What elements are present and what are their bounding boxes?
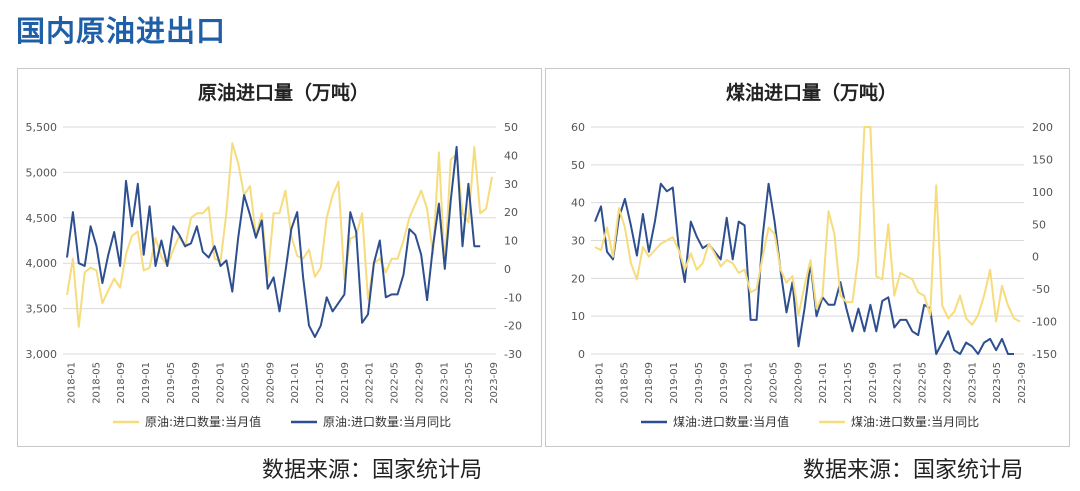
legend-label-2: 煤油:进口数量:当月同比 <box>851 414 979 429</box>
left-axis-tick-label: 5,500 <box>26 121 58 134</box>
right-axis-tick-label: -10 <box>504 291 522 304</box>
data-source-right: 数据来源：国家统计局 <box>803 458 1024 483</box>
x-axis-tick-label: 2021-05 <box>315 362 326 404</box>
legend-label-1: 煤油:进口数量:当月值 <box>673 414 789 429</box>
x-axis-tick-label: 2018-09 <box>644 362 655 404</box>
series-line-1 <box>594 182 1014 355</box>
series-line-1 <box>66 142 493 328</box>
series-line-2 <box>594 126 1021 326</box>
right-axis-tick-label: 0 <box>504 263 511 276</box>
x-axis-tick-label: 2022-01 <box>365 362 376 404</box>
x-axis-tick-label: 2023-09 <box>1017 362 1028 404</box>
x-axis-tick-label: 2022-05 <box>390 362 401 404</box>
chart-title: 煤油进口量（万吨） <box>726 81 897 104</box>
left-axis-tick-label: 20 <box>571 272 585 285</box>
x-axis-tick-label: 2023-01 <box>439 362 450 404</box>
right-axis-tick-label: 20 <box>504 206 518 219</box>
x-axis-tick-label: 2019-01 <box>669 362 680 404</box>
x-axis-tick-label: 2018-09 <box>116 362 127 404</box>
crude-oil-chart: 原油进口量（万吨） 3,000 3,500 4,000 4,500 5,000 5,500 -… <box>26 81 522 429</box>
left-axis-tick-label: 5,000 <box>26 166 58 179</box>
x-axis-tick-label: 2018-01 <box>595 362 606 404</box>
x-axis-tick-label: 2022-05 <box>918 362 929 404</box>
right-axis-tick-label: 200 <box>1032 121 1053 134</box>
x-axis-tick-label: 2020-01 <box>216 362 227 404</box>
left-axis-tick-label: 10 <box>571 310 585 323</box>
left-axis-tick-label: 40 <box>571 197 585 210</box>
left-axis-tick-label: 60 <box>571 121 585 134</box>
left-axis-tick-label: 30 <box>571 235 585 248</box>
right-axis-tick-label: 0 <box>1032 251 1039 264</box>
x-axis-tick-label: 2021-09 <box>340 362 351 404</box>
x-axis-tick-label: 2020-09 <box>265 362 276 404</box>
left-axis-tick-label: 50 <box>571 159 585 172</box>
page-title: 国内原油进出口 <box>16 14 227 48</box>
x-axis-tick-label: 2021-01 <box>290 362 301 404</box>
x-axis-tick-label: 2019-05 <box>166 362 177 404</box>
x-axis-tick-label: 2018-05 <box>91 362 102 404</box>
x-axis-tick-label: 2023-09 <box>489 362 500 404</box>
x-axis-tick-label: 2023-05 <box>464 362 475 404</box>
kerosene-chart-panel: 煤油进口量（万吨） 0 10 20 30 40 50 60 -150 -100 -50 0 50 100 1… <box>545 68 1070 447</box>
x-axis-tick-label: 2022-09 <box>942 362 953 404</box>
x-axis-tick-label: 2021-09 <box>868 362 879 404</box>
x-axis-tick-label: 2020-01 <box>744 362 755 404</box>
left-axis-tick-label: 4,500 <box>26 212 58 225</box>
right-axis-tick-label: -20 <box>504 320 522 333</box>
x-axis-tick-label: 2021-01 <box>818 362 829 404</box>
legend-label-1: 原油:进口数量:当月值 <box>145 414 261 429</box>
right-axis-tick-label: -30 <box>504 348 522 361</box>
right-axis-tick-label: 50 <box>1032 218 1046 231</box>
data-source-left: 数据来源：国家统计局 <box>262 458 483 483</box>
right-axis-tick-label: -50 <box>1032 283 1050 296</box>
x-axis-tick-label: 2020-05 <box>768 362 779 404</box>
x-axis-tick-label: 2021-05 <box>843 362 854 404</box>
x-axis-tick-label: 2019-09 <box>191 362 202 404</box>
right-axis-tick-label: 150 <box>1032 153 1053 166</box>
x-axis-tick-label: 2019-09 <box>719 362 730 404</box>
x-axis-tick-label: 2018-05 <box>619 362 630 404</box>
right-axis-tick-label: 100 <box>1032 186 1053 199</box>
x-axis-tick-label: 2019-05 <box>694 362 705 404</box>
right-axis-tick-label: -150 <box>1032 348 1057 361</box>
x-axis-tick-label: 2019-01 <box>141 362 152 404</box>
x-axis-tick-label: 2022-01 <box>893 362 904 404</box>
right-axis-tick-label: 30 <box>504 178 518 191</box>
crude-oil-chart-panel: 原油进口量（万吨） 3,000 3,500 4,000 4,500 5,000 5,500 -… <box>17 68 542 447</box>
x-axis-tick-label: 2020-05 <box>240 362 251 404</box>
left-axis-tick-label: 3,000 <box>26 348 58 361</box>
left-axis-tick-label: 3,500 <box>26 303 58 316</box>
x-axis-tick-label: 2022-09 <box>414 362 425 404</box>
right-axis-tick-label: 10 <box>504 235 518 248</box>
kerosene-chart: 煤油进口量（万吨） 0 10 20 30 40 50 60 -150 -100 -50 0 50 100 1… <box>571 81 1057 429</box>
right-axis-tick-label: 50 <box>504 121 518 134</box>
right-axis-tick-label: -100 <box>1032 316 1057 329</box>
legend-label-2: 原油:进口数量:当月同比 <box>323 414 451 429</box>
x-axis-tick-label: 2018-01 <box>67 362 78 404</box>
x-axis-tick-label: 2020-09 <box>793 362 804 404</box>
x-axis-tick-label: 2023-05 <box>992 362 1003 404</box>
left-axis-tick-label: 0 <box>578 348 585 361</box>
series-line-2 <box>66 145 481 338</box>
left-axis-tick-label: 4,000 <box>26 257 58 270</box>
chart-title: 原油进口量（万吨） <box>198 81 369 104</box>
x-axis-tick-label: 2023-01 <box>967 362 978 404</box>
right-axis-tick-label: 40 <box>504 149 518 162</box>
